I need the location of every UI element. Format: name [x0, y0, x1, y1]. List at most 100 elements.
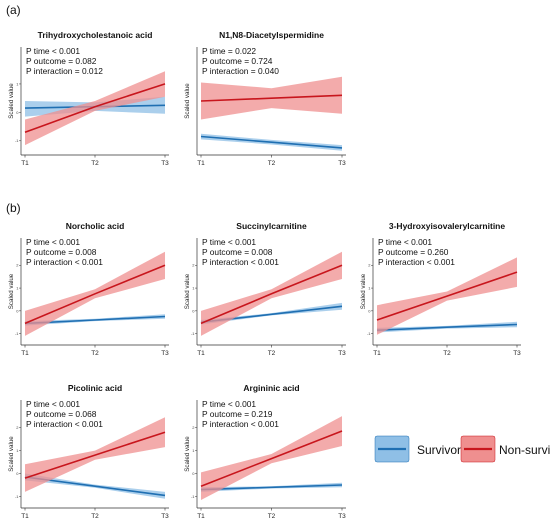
x-tick-label: T1: [197, 350, 205, 357]
x-tick-label: T3: [513, 350, 521, 357]
y-axis-label: Scaled value: [184, 273, 191, 309]
panel-1: Trihydroxycholestanoic acid Scaled value 1…: [8, 30, 169, 167]
series-line-nonsurvivor: [24, 83, 166, 134]
y-tick-label: 0: [368, 308, 371, 313]
stat-line: P interaction < 0.001: [378, 257, 455, 267]
y-tick-label: 0: [16, 308, 19, 313]
y-axis-label: Scaled value: [360, 273, 367, 309]
x-tick-label: T3: [338, 160, 346, 167]
x-tick-label: T3: [161, 513, 169, 520]
series-line-nonsurvivor: [200, 264, 343, 325]
panel-title: Trihydroxycholestanoic acid: [38, 30, 153, 40]
stat-line: P time < 0.001: [202, 237, 256, 247]
y-axis-label: Scaled value: [8, 273, 15, 309]
x-tick-label: T1: [373, 350, 381, 357]
y-tick-label: -1: [15, 138, 19, 143]
stat-line: P outcome = 0.260: [378, 247, 449, 257]
y-tick-label: 0: [16, 471, 19, 476]
series-line-nonsurvivor: [200, 94, 343, 102]
panel-6: Picolinic acid Scaled value 2 1 0 -1 T1 T2 T3 P t…: [8, 383, 169, 520]
panel-title: Norcholic acid: [66, 221, 125, 231]
stat-line: P time < 0.001: [26, 46, 80, 56]
legend: Survivor Non-survivor: [374, 435, 550, 463]
stat-line: P time < 0.001: [378, 237, 432, 247]
x-tick-label: T2: [91, 160, 99, 167]
y-axis-label: Scaled value: [184, 83, 191, 119]
series-line-survivor: [200, 135, 343, 149]
y-tick-label: 1: [368, 285, 371, 290]
y-tick-label: 2: [16, 425, 19, 430]
y-tick-label: 2: [16, 263, 19, 268]
panel-title: Succinylcarnitine: [236, 221, 307, 231]
stat-line: P outcome = 0.219: [202, 409, 273, 419]
y-tick-label: -1: [191, 331, 195, 336]
x-tick-label: T1: [21, 160, 29, 167]
y-tick-label: -1: [191, 494, 195, 499]
stat-line: P time < 0.001: [26, 399, 80, 409]
panel-5: 3-Hydroxyisovalerylcarnitine Scaled value…: [360, 221, 521, 357]
y-tick-label: 1: [192, 448, 195, 453]
x-tick-label: T3: [338, 350, 346, 357]
y-tick-label: 1: [16, 448, 19, 453]
y-tick-label: -1: [367, 331, 371, 336]
series-line-nonsurvivor: [376, 271, 518, 321]
legend-label-survivor: Survivor: [417, 443, 461, 457]
stat-line: P outcome = 0.008: [26, 247, 97, 257]
x-tick-label: T2: [268, 513, 276, 520]
x-tick-label: T2: [91, 513, 99, 520]
panel-title: N1,N8-Diacetylspermidine: [219, 30, 324, 40]
stat-line: P interaction < 0.001: [26, 257, 103, 267]
y-tick-label: 0: [192, 308, 195, 313]
series-line-nonsurvivor: [24, 264, 166, 325]
stat-line: P outcome = 0.008: [202, 247, 273, 257]
section-label-a: (a): [6, 3, 21, 17]
x-tick-label: T2: [443, 350, 451, 357]
series-line-survivor: [376, 323, 518, 331]
y-tick-label: 2: [192, 425, 195, 430]
confidence-band-nonsurvivor: [25, 71, 165, 146]
stat-line: P time < 0.001: [26, 237, 80, 247]
panel-title: Picolinic acid: [68, 383, 122, 393]
x-tick-label: T1: [197, 160, 205, 167]
y-tick-label: 1: [16, 81, 19, 86]
y-tick-label: -1: [15, 331, 19, 336]
stat-line: P time = 0.022: [202, 46, 256, 56]
y-axis-label: Scaled value: [184, 436, 191, 472]
x-tick-label: T3: [161, 160, 169, 167]
stat-line: P interaction < 0.001: [26, 419, 103, 429]
panel-7: Argininic acid Scaled value 2 1 0 -1 T1 T2 T3 P t…: [184, 383, 346, 520]
stat-line: P interaction = 0.040: [202, 66, 279, 76]
panel-title: 3-Hydroxyisovalerylcarnitine: [389, 221, 505, 231]
x-tick-label: T3: [161, 350, 169, 357]
x-tick-label: T1: [21, 513, 29, 520]
y-tick-label: 2: [192, 263, 195, 268]
series-line-survivor: [200, 484, 343, 491]
y-tick-label: 0: [16, 110, 19, 115]
x-tick-label: T1: [197, 513, 205, 520]
series-line-nonsurvivor: [24, 431, 166, 479]
y-tick-label: 1: [16, 285, 19, 290]
stat-line: P time < 0.001: [202, 399, 256, 409]
series-line-nonsurvivor: [200, 430, 343, 487]
stat-line: P outcome = 0.082: [26, 56, 97, 66]
panel-title: Argininic acid: [243, 383, 299, 393]
panel-2: N1,N8-Diacetylspermidine Scaled value T1 T2…: [184, 30, 346, 167]
y-tick-label: 0: [192, 471, 195, 476]
stat-line: P outcome = 0.068: [26, 409, 97, 419]
section-label-b: (b): [6, 201, 21, 215]
stat-line: P interaction = 0.012: [26, 66, 103, 76]
y-tick-label: 2: [368, 263, 371, 268]
legend-label-nonsurvivor: Non-survivor: [499, 443, 550, 457]
stat-line: P interaction < 0.001: [202, 419, 279, 429]
x-tick-label: T3: [338, 513, 346, 520]
y-axis-label: Scaled value: [8, 83, 15, 119]
stat-line: P outcome = 0.724: [202, 56, 273, 66]
x-tick-label: T2: [268, 160, 276, 167]
stat-line: P interaction < 0.001: [202, 257, 279, 267]
legend-item-survivor: Survivor: [374, 435, 461, 463]
y-tick-label: -1: [15, 494, 19, 499]
x-tick-label: T2: [91, 350, 99, 357]
